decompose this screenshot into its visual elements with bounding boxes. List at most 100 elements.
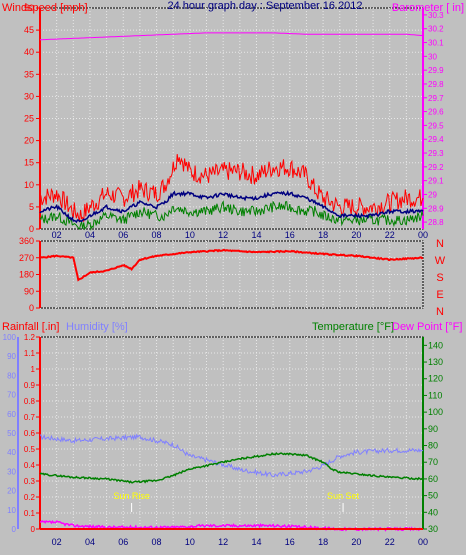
baro-tick-label: 29.9 bbox=[428, 66, 444, 75]
humidity-tick-label: 20 bbox=[7, 487, 16, 496]
wind-tick-label: 15 bbox=[24, 158, 34, 168]
humidity-tick-label: 70 bbox=[7, 391, 16, 400]
humidity-line bbox=[40, 433, 424, 478]
baro-tick-label: 30.2 bbox=[428, 25, 444, 34]
hour-tick-label: 16 bbox=[285, 230, 295, 240]
sunset-label: Sun Set bbox=[327, 491, 360, 501]
barometer-line bbox=[39, 32, 424, 41]
wind-tick-label: 30 bbox=[24, 91, 34, 101]
compass-label: W bbox=[435, 255, 446, 267]
rain-tick-label: 0.2 bbox=[24, 493, 36, 502]
wind-tick-label: 45 bbox=[24, 25, 34, 35]
wind-tick-label: 25 bbox=[24, 114, 34, 124]
wind-tick-label: 40 bbox=[24, 47, 34, 57]
temp-tick-label: 30 bbox=[428, 524, 438, 534]
temp-tick-label: 100 bbox=[428, 407, 443, 417]
wind-grid bbox=[39, 7, 424, 230]
humidity-tick-label: 10 bbox=[7, 506, 16, 515]
rain-tick-label: 0 bbox=[31, 525, 36, 534]
barometer-label: Barometer [ in] bbox=[392, 2, 464, 14]
climate-series bbox=[39, 433, 424, 532]
rain-tick-label: 1 bbox=[31, 365, 36, 374]
hour-tick-label: 20 bbox=[351, 537, 361, 547]
direction-series bbox=[39, 248, 424, 282]
hour-tick-label: 14 bbox=[251, 230, 261, 240]
baro-tick-label: 30.3 bbox=[428, 11, 444, 20]
wind-tick-label: 20 bbox=[24, 136, 34, 146]
wind-low-line bbox=[39, 200, 424, 231]
wind-direction-line bbox=[39, 248, 424, 282]
hour-tick-label: 10 bbox=[185, 230, 195, 240]
hour-tick-label: 20 bbox=[351, 230, 361, 240]
hour-tick-label: 16 bbox=[285, 537, 295, 547]
hour-tick-label: 00 bbox=[418, 537, 428, 547]
temp-tick-label: 140 bbox=[428, 340, 443, 350]
hour-tick-label: 14 bbox=[251, 537, 261, 547]
temp-tick-label: 120 bbox=[428, 374, 443, 384]
baro-tick-label: 29.2 bbox=[428, 163, 444, 172]
rain-tick-label: 0.5 bbox=[24, 445, 36, 454]
wind-average-line bbox=[39, 189, 424, 224]
sunrise-marker: Sun Rise bbox=[113, 491, 150, 512]
baro-tick-label: 29.4 bbox=[428, 135, 444, 144]
graph-title: 24 hour graph day : September 16 2012 bbox=[167, 0, 362, 12]
humidity-tick-label: 100 bbox=[3, 333, 17, 342]
temperature-label: Temperature [°F] bbox=[312, 321, 394, 333]
sunrise-label: Sun Rise bbox=[113, 491, 150, 501]
hour-tick-label: 08 bbox=[152, 230, 162, 240]
wind-tick-label: 50 bbox=[24, 3, 34, 13]
direction-tick-label: 0 bbox=[29, 303, 34, 313]
humidity-tick-label: 30 bbox=[7, 467, 16, 476]
rain-tick-label: 0.8 bbox=[24, 397, 36, 406]
rain-tick-label: 1.1 bbox=[24, 349, 36, 358]
compass-label: N bbox=[436, 238, 444, 250]
baro-tick-label: 30 bbox=[428, 52, 437, 61]
hour-tick-label: 02 bbox=[52, 230, 62, 240]
hour-tick-label: 12 bbox=[218, 537, 228, 547]
rain-tick-label: 0.9 bbox=[24, 381, 36, 390]
baro-tick-label: 29.6 bbox=[428, 108, 444, 117]
baro-tick-label: 29.7 bbox=[428, 94, 444, 103]
rain-tick-label: 0.6 bbox=[24, 429, 36, 438]
rain-tick-label: 0.7 bbox=[24, 413, 36, 422]
hour-tick-label: 04 bbox=[85, 537, 95, 547]
windspeed-label: Windspeed [mph] bbox=[2, 2, 88, 14]
baro-tick-label: 29.1 bbox=[428, 177, 444, 186]
direction-tick-label: 90 bbox=[24, 286, 34, 296]
compass-label: N bbox=[436, 306, 444, 318]
humidity-tick-label: 80 bbox=[7, 371, 16, 380]
baro-tick-label: 29.8 bbox=[428, 80, 444, 89]
wind-tick-label: 35 bbox=[24, 69, 34, 79]
rainfall-label: Rainfall [.in] bbox=[2, 321, 59, 333]
temp-tick-label: 70 bbox=[428, 457, 438, 467]
humidity-tick-label: 40 bbox=[7, 448, 16, 457]
rain-tick-label: 0.1 bbox=[24, 509, 36, 518]
sunset-marker: Sun Set bbox=[327, 491, 360, 512]
rain-tick-label: 0.4 bbox=[24, 461, 36, 470]
hour-tick-label: 06 bbox=[118, 230, 128, 240]
dewpoint-label: Dew Point [°F] bbox=[392, 321, 462, 333]
baro-tick-label: 29 bbox=[428, 190, 437, 199]
humidity-tick-label: 0 bbox=[12, 525, 17, 534]
hour-tick-label: 22 bbox=[385, 537, 395, 547]
hour-tick-label: 06 bbox=[118, 537, 128, 547]
wind-tick-label: 0 bbox=[29, 224, 34, 234]
hour-tick-label: 00 bbox=[418, 230, 428, 240]
baro-tick-label: 30.1 bbox=[428, 39, 444, 48]
wind-tick-label: 10 bbox=[24, 180, 34, 190]
temp-tick-label: 130 bbox=[428, 357, 443, 367]
baro-tick-label: 28.9 bbox=[428, 204, 444, 213]
temp-tick-label: 60 bbox=[428, 474, 438, 484]
hour-tick-label: 04 bbox=[85, 230, 95, 240]
hour-tick-label: 22 bbox=[385, 230, 395, 240]
rain-tick-label: 1.2 bbox=[24, 333, 36, 342]
temp-tick-label: 40 bbox=[428, 507, 438, 517]
humidity-tick-label: 50 bbox=[7, 429, 16, 438]
hour-tick-label: 12 bbox=[218, 230, 228, 240]
wind-axes: 0 5 10 15 20 25 30 35 40 45 50 28.8 28.9 29 29.1 29.2 29… bbox=[24, 3, 444, 240]
baro-tick-label: 29.3 bbox=[428, 149, 444, 158]
direction-tick-label: 360 bbox=[19, 236, 34, 246]
direction-tick-label: 180 bbox=[19, 270, 34, 280]
